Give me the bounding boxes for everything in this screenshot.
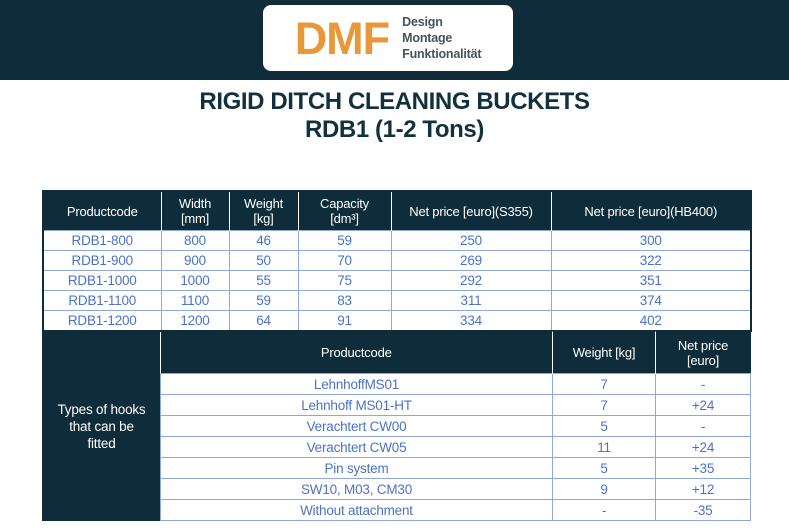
table-cell: RDB1-1100 <box>42 290 162 311</box>
page-title-line1: RIGID DITCH CLEANING BUCKETS <box>199 88 590 115</box>
table-cell: 311 <box>390 290 552 311</box>
column-header: Width [mm] <box>161 191 230 231</box>
table-cell: Without attachment <box>160 499 553 521</box>
table-cell: 300 <box>550 230 752 251</box>
product-table: Productcode Width [mm] Weight [kg] Capacity [d… <box>42 190 752 332</box>
table-cell: 1200 <box>160 310 230 332</box>
table-cell: RDB1-1200 <box>42 310 162 332</box>
table-cell: 64 <box>228 310 299 332</box>
logo: DMF Design Montage Funktionalität <box>263 5 513 71</box>
table-cell: - <box>655 415 751 437</box>
column-header: Productcode <box>160 331 553 374</box>
table-cell: 900 <box>160 250 230 271</box>
table-cell: 59 <box>297 230 392 251</box>
table-cell: 250 <box>390 230 552 251</box>
table-cell: 1000 <box>160 270 230 291</box>
table-row: Lehnhoff MS01-HT 7 +24 <box>43 394 751 416</box>
logo-tagline-line1: Design <box>402 15 443 29</box>
logo-tagline-line2: Montage <box>402 31 453 45</box>
hooks-table-header-row: Types of hooks that can be fitted Productco… <box>42 331 751 521</box>
table-cell: RDB1-1000 <box>42 270 162 291</box>
page-title: RIGID DITCH CLEANING BUCKETS RDB1 (1-2 T… <box>0 88 789 144</box>
table-row: Verachtert CW00 5- <box>43 415 751 437</box>
table-cell: 5 <box>552 457 656 479</box>
product-table-header-row: Productcode Width [mm] Weight [kg] Capacity [d… <box>43 191 751 231</box>
column-header: Net price [euro](HB400) <box>551 191 751 231</box>
table-row: Pin system 5 +35 <box>43 457 751 479</box>
column-header: Weight [kg] <box>552 331 656 374</box>
table-cell: 322 <box>550 250 752 271</box>
table-cell: 91 <box>297 310 392 332</box>
page-title-line2: RDB1 (1-2 Tons) <box>305 116 484 143</box>
table-row: RDB1-1100 1100 59 83 311 374 <box>42 290 752 311</box>
table-cell: 334 <box>390 310 552 332</box>
table-cell: 59 <box>228 290 299 311</box>
table-cell: 1100 <box>160 290 230 311</box>
column-header: Productcode <box>43 191 162 231</box>
hooks-side-label: Types of hooks that can be fitted <box>42 331 161 521</box>
table-cell: +12 <box>655 478 751 500</box>
table-cell: 800 <box>160 230 230 251</box>
logo-tagline: Design Montage Funktionalität <box>402 14 481 62</box>
table-cell: +35 <box>655 457 751 479</box>
table-cell: 7 <box>552 373 656 395</box>
column-header: Capacity [dm³] <box>298 191 392 231</box>
table-cell: 83 <box>297 290 392 311</box>
table-cell: RDB1-900 <box>42 250 162 271</box>
table-row: SW10, M03, CM30 9 +12 <box>43 478 751 500</box>
table-row: RDB1-1000 1000 55 75 292 351 <box>42 270 752 291</box>
table-cell: LehnhoffMS01 <box>160 373 553 395</box>
table-cell: Lehnhoff MS01-HT <box>160 394 553 416</box>
table-cell: 9 <box>552 478 656 500</box>
table-row: Verachtert CW05 11 +24 <box>43 436 751 458</box>
table-cell: 70 <box>297 250 392 271</box>
hooks-table: Types of hooks that can be fitted Productco… <box>42 331 751 521</box>
table-cell: - <box>655 373 751 395</box>
table-row: RDB1-800 800 46 59 250 300 <box>42 230 752 251</box>
table-cell: 351 <box>550 270 752 291</box>
table-cell: SW10, M03, CM30 <box>160 478 553 500</box>
table-row: RDB1-900 900 50 70 269 322 <box>42 250 752 271</box>
table-cell: +24 <box>655 436 751 458</box>
table-cell: 292 <box>390 270 552 291</box>
column-header: Weight [kg] <box>229 191 299 231</box>
header-band: DMF Design Montage Funktionalität <box>0 0 789 80</box>
table-row: Without attachment - -35 <box>43 499 751 521</box>
table-cell: Pin system <box>160 457 553 479</box>
table-cell: 46 <box>228 230 299 251</box>
table-cell: RDB1-800 <box>42 230 162 251</box>
table-cell: 402 <box>550 310 752 332</box>
table-cell: Verachtert CW00 <box>160 415 553 437</box>
column-header: Net price [euro] <box>655 331 751 374</box>
table-cell: 374 <box>550 290 752 311</box>
table-cell: Verachtert CW05 <box>160 436 553 458</box>
table-cell: -35 <box>655 499 751 521</box>
logo-tagline-line3: Funktionalität <box>402 47 482 61</box>
logo-dmf-text: DMF <box>294 12 390 64</box>
table-cell: - <box>552 499 656 521</box>
table-cell: 50 <box>228 250 299 271</box>
table-cell: 55 <box>228 270 299 291</box>
table-row: RDB1-1200 1200 64 91 334 402 <box>42 310 752 332</box>
table-cell: 11 <box>552 436 656 458</box>
table-cell: 7 <box>552 394 656 416</box>
table-cell: +24 <box>655 394 751 416</box>
table-cell: 5 <box>552 415 656 437</box>
table-cell: 269 <box>390 250 552 271</box>
column-header: Net price [euro](S355) <box>391 191 552 231</box>
table-cell: 75 <box>297 270 392 291</box>
